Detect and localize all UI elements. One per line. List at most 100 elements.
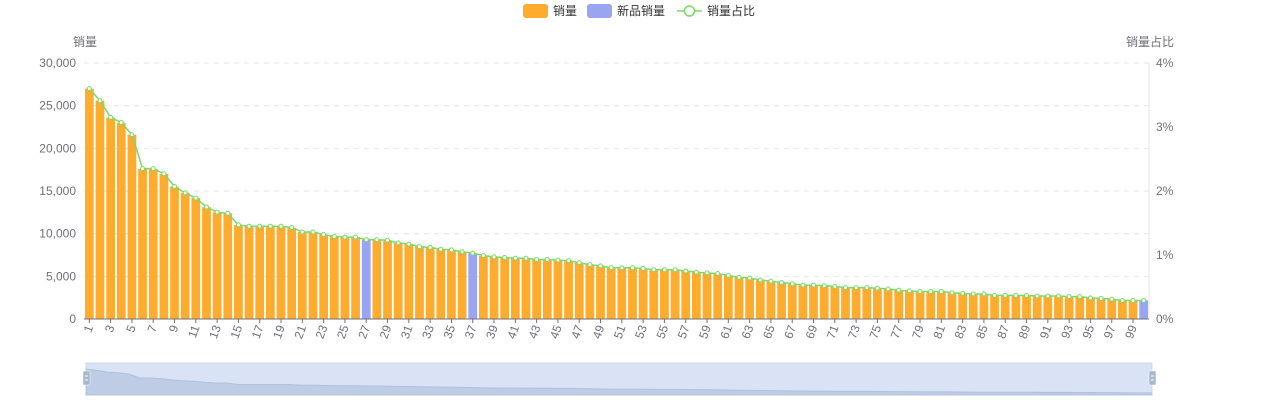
ratio-point[interactable] <box>1055 293 1061 299</box>
legend-item-sales[interactable]: 销量 <box>523 4 577 18</box>
ratio-point[interactable] <box>1119 297 1125 303</box>
ratio-point[interactable] <box>1002 292 1008 298</box>
sales-bar[interactable] <box>415 246 424 319</box>
ratio-point[interactable] <box>811 282 817 288</box>
sales-bar[interactable] <box>787 284 797 319</box>
sales-bar[interactable] <box>990 295 999 319</box>
ratio-point[interactable] <box>672 267 678 273</box>
ratio-point[interactable] <box>960 290 966 296</box>
sales-bar[interactable] <box>1096 298 1106 319</box>
sales-bar[interactable] <box>1118 300 1127 319</box>
ratio-point[interactable] <box>140 166 146 172</box>
ratio-point[interactable] <box>97 98 103 104</box>
ratio-point[interactable] <box>459 249 465 255</box>
ratio-point[interactable] <box>246 223 252 229</box>
sales-bar[interactable] <box>723 275 733 319</box>
ratio-point[interactable] <box>555 257 561 263</box>
ratio-point[interactable] <box>86 86 92 92</box>
ratio-point[interactable] <box>842 285 848 291</box>
ratio-point[interactable] <box>598 263 604 269</box>
ratio-point[interactable] <box>331 233 337 239</box>
sales-bar[interactable] <box>202 207 211 319</box>
ratio-point[interactable] <box>342 234 348 240</box>
ratio-point[interactable] <box>544 256 550 262</box>
ratio-point[interactable] <box>1045 293 1051 299</box>
sales-bar[interactable] <box>287 227 297 319</box>
ratio-point[interactable] <box>395 240 401 246</box>
sales-bar[interactable] <box>532 259 541 319</box>
sales-bar[interactable] <box>905 290 914 319</box>
ratio-point[interactable] <box>225 210 231 216</box>
ratio-point[interactable] <box>523 255 529 261</box>
ratio-point[interactable] <box>267 223 273 229</box>
ratio-point[interactable] <box>289 224 295 230</box>
sales-bar[interactable] <box>372 239 382 319</box>
sales-bar[interactable] <box>127 134 137 319</box>
sales-bar[interactable] <box>894 289 904 319</box>
sales-bar[interactable] <box>404 243 414 319</box>
ratio-point[interactable] <box>736 274 742 280</box>
ratio-point[interactable] <box>427 244 433 250</box>
ratio-point[interactable] <box>278 223 284 229</box>
ratio-point[interactable] <box>1130 297 1136 303</box>
sales-bar[interactable] <box>798 284 808 319</box>
sales-bar[interactable] <box>574 262 584 319</box>
sales-bar[interactable] <box>1128 300 1138 319</box>
sales-bar[interactable] <box>819 285 829 319</box>
sales-bar[interactable] <box>319 234 328 319</box>
ratio-point[interactable] <box>182 190 188 196</box>
ratio-point[interactable] <box>1077 294 1083 300</box>
ratio-point[interactable] <box>768 278 774 284</box>
ratio-point[interactable] <box>725 272 731 278</box>
sales-bar[interactable] <box>510 258 520 319</box>
sales-bar[interactable] <box>1086 297 1095 319</box>
ratio-point[interactable] <box>214 209 220 215</box>
ratio-point[interactable] <box>832 283 838 289</box>
ratio-point[interactable] <box>108 114 114 120</box>
sales-bar[interactable] <box>1011 295 1021 319</box>
sales-bar[interactable] <box>255 225 265 319</box>
sales-bar[interactable] <box>638 268 648 319</box>
sales-bar[interactable] <box>84 88 94 319</box>
sales-bar[interactable] <box>191 197 201 319</box>
sales-bar[interactable] <box>425 247 435 319</box>
sales-bar[interactable] <box>734 277 744 319</box>
ratio-point[interactable] <box>448 247 454 253</box>
ratio-point[interactable] <box>981 291 987 297</box>
sales-bar[interactable] <box>681 271 691 319</box>
sales-bar[interactable] <box>979 294 989 319</box>
sales-bar[interactable] <box>777 282 786 319</box>
ratio-point[interactable] <box>619 265 625 271</box>
ratio-point[interactable] <box>651 267 657 273</box>
ratio-point[interactable] <box>757 277 763 283</box>
sales-bar[interactable] <box>457 251 467 319</box>
ratio-point[interactable] <box>353 234 359 240</box>
ratio-point[interactable] <box>1087 295 1093 301</box>
ratio-point[interactable] <box>693 269 699 275</box>
sales-bar[interactable] <box>276 225 286 319</box>
ratio-point[interactable] <box>608 265 614 271</box>
ratio-point[interactable] <box>683 268 689 274</box>
sales-bar[interactable] <box>809 284 818 319</box>
sales-bar[interactable] <box>436 249 446 319</box>
sales-bar[interactable] <box>660 269 669 319</box>
new-sales-bar[interactable] <box>1139 300 1149 319</box>
ratio-point[interactable] <box>118 120 124 126</box>
ratio-point[interactable] <box>310 229 316 235</box>
sales-bar[interactable] <box>915 291 925 319</box>
ratio-point[interactable] <box>1066 294 1072 300</box>
sales-bar[interactable] <box>649 269 659 319</box>
legend-item-ratio[interactable]: 销量占比 <box>677 3 755 18</box>
sales-bar[interactable] <box>1000 295 1010 319</box>
ratio-point[interactable] <box>1141 297 1147 303</box>
ratio-point[interactable] <box>779 280 785 286</box>
sales-bar[interactable] <box>116 122 126 319</box>
ratio-point[interactable] <box>161 171 167 177</box>
sales-bar[interactable] <box>180 192 190 319</box>
ratio-point[interactable] <box>1013 292 1019 298</box>
ratio-point[interactable] <box>203 204 209 210</box>
sales-bar[interactable] <box>159 173 169 319</box>
sales-bar[interactable] <box>628 267 637 319</box>
ratio-point[interactable] <box>704 270 710 276</box>
sales-bar[interactable] <box>958 293 967 319</box>
